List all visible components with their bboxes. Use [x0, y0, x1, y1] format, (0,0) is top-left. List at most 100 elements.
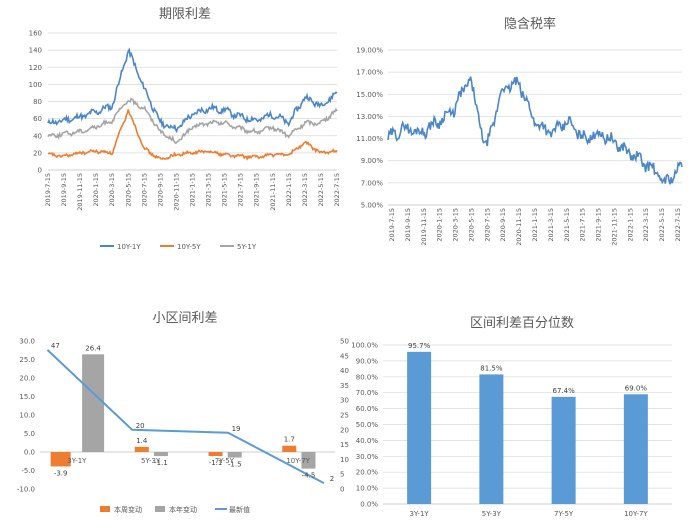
y-tick-label: 0.0% — [360, 501, 378, 509]
y-tick-label: 40 — [33, 132, 42, 140]
percentile-title: 区间利差百分位数 — [470, 316, 574, 331]
y-tick-label: 19.00% — [356, 47, 383, 55]
data-label: 95.7% — [408, 342, 431, 350]
implied-tax-title: 隐含税率 — [504, 16, 556, 32]
data-label: -4.5 — [302, 472, 316, 480]
y-tick-label: 90.0% — [356, 357, 379, 365]
x-tick-label: 2021-3-15 — [205, 173, 213, 207]
percentile-bar — [551, 396, 576, 504]
x-tick-label: 2021-7-15 — [579, 208, 587, 242]
x-tick-label: 2021-5-15 — [221, 173, 229, 207]
percentile-chart: 区间利差百分位数 0.0% 10.0% 20.0% 30.0% 40.0% 50.0% 60… — [351, 316, 672, 518]
data-label: 67.4% — [553, 387, 576, 395]
data-label: -3.9 — [54, 469, 68, 477]
y-tick-label: 100 — [29, 81, 42, 89]
x-tick-label: 2021-7-15 — [237, 173, 245, 207]
bar-本周变动 — [208, 452, 223, 457]
x-tick-label: 2019-11-15 — [76, 173, 84, 211]
right-y-tick-label: 40 — [340, 367, 349, 375]
legend-label: 10Y-1Y — [117, 243, 141, 251]
category-label: 7Y-5Y — [554, 510, 574, 518]
y-tick-label: 15.00% — [356, 91, 383, 99]
legend-label: 本年变动 — [169, 505, 197, 514]
bar-本年变动 — [153, 452, 168, 457]
category-label: 10Y-7Y — [286, 457, 310, 465]
bar-本周变动 — [282, 445, 297, 452]
right-y-tick-label: 45 — [340, 352, 349, 360]
legend-swatch — [100, 506, 110, 512]
bar-本年变动 — [82, 354, 105, 452]
x-tick-label: 2021-9-15 — [253, 173, 261, 207]
left-y-tick-label: -10.0 — [17, 486, 35, 494]
line-data-label: 47 — [51, 342, 60, 350]
left-y-tick-label: 15.0 — [19, 393, 35, 401]
y-tick-label: 100.0% — [351, 342, 378, 350]
legend-label: 5Y-1Y — [237, 243, 257, 251]
x-tick-label: 2020-7-15 — [483, 208, 491, 242]
category-label: 7Y-5Y — [215, 457, 235, 465]
category-label: 10Y-7Y — [624, 510, 648, 518]
right-y-tick-label: 50 — [340, 338, 349, 346]
bar-本年变动 — [227, 452, 242, 458]
x-tick-label: 2021-11-15 — [610, 208, 618, 246]
y-tick-label: 0 — [38, 167, 42, 175]
line-data-label: 20 — [136, 422, 145, 430]
x-tick-label: 2020-11-15 — [515, 208, 523, 246]
x-tick-label: 2022-1-15 — [626, 208, 634, 242]
x-tick-label: 2020-9-15 — [156, 173, 164, 207]
x-tick-label: 2020-11-15 — [172, 173, 180, 211]
x-tick-label: 2020-7-15 — [140, 173, 148, 207]
small-spread-chart: 小区间利差 -10.0 -5.0 0.0 5.0 10.0 15.0 20.0 25.0 30.… — [17, 311, 349, 514]
x-tick-label: 2019-11-15 — [420, 208, 428, 246]
left-y-tick-label: 30.0 — [19, 338, 35, 346]
legend-swatch — [155, 506, 165, 512]
left-y-tick-label: 25.0 — [19, 356, 35, 364]
y-tick-label: 30.0% — [356, 453, 379, 461]
right-y-tick-label: 25 — [340, 412, 349, 420]
small-spread-title: 小区间利差 — [152, 311, 217, 326]
data-label: -1.1 — [154, 459, 168, 467]
left-y-tick-label: 20.0 — [19, 375, 35, 383]
right-y-tick-label: 35 — [340, 382, 349, 390]
y-tick-label: 20.0% — [356, 469, 379, 477]
bar-本周变动 — [50, 452, 71, 467]
line-data-label: 2 — [330, 475, 334, 483]
x-tick-label: 2021-1-15 — [531, 208, 539, 242]
y-tick-label: 40.0% — [356, 437, 379, 445]
latest-value-line — [46, 349, 325, 484]
x-tick-label: 2022-7-15 — [333, 173, 341, 207]
y-tick-label: 120 — [29, 64, 42, 72]
x-tick-label: 2019-7-15 — [44, 173, 52, 207]
percentile-bar — [479, 374, 504, 504]
y-tick-label: 60 — [33, 115, 42, 123]
line-data-label: 19 — [232, 425, 241, 433]
data-label: 26.4 — [85, 344, 101, 352]
x-tick-label: 2020-5-15 — [467, 208, 475, 242]
x-tick-label: 2019-9-15 — [60, 173, 68, 207]
bar-本周变动 — [134, 446, 149, 452]
y-tick-label: 50.0% — [356, 421, 379, 429]
x-tick-label: 2021-11-15 — [269, 173, 277, 211]
right-y-tick-label: 15 — [340, 441, 349, 449]
x-tick-label: 2021-3-15 — [547, 208, 555, 242]
y-tick-label: 7.00% — [361, 179, 384, 187]
x-tick-label: 2022-1-15 — [285, 173, 293, 207]
data-label: -1.1 — [209, 459, 223, 467]
data-label: 1.4 — [136, 437, 148, 445]
x-tick-label: 2020-1-15 — [92, 173, 100, 207]
series-line-10Y-1Y — [47, 47, 338, 134]
percentile-bar — [623, 394, 648, 504]
term-spread-chart: 期限利差 0 20 40 60 80 100 120 140 160 2019-7-15 2019… — [29, 7, 341, 251]
y-tick-label: 60.0% — [356, 405, 379, 413]
series-line-10Y-5Y — [47, 109, 338, 161]
right-y-tick-label: 30 — [340, 397, 349, 405]
x-tick-label: 2019-7-15 — [388, 208, 396, 242]
series-line-5Y-1Y — [47, 97, 338, 145]
series-line-implied-tax — [387, 76, 683, 185]
data-label: 1.7 — [284, 436, 295, 444]
y-tick-label: 9.00% — [361, 157, 384, 165]
left-y-tick-label: 0.0 — [24, 449, 35, 457]
category-label: 5Y-3Y — [141, 457, 161, 465]
data-label: -1.5 — [228, 461, 242, 469]
